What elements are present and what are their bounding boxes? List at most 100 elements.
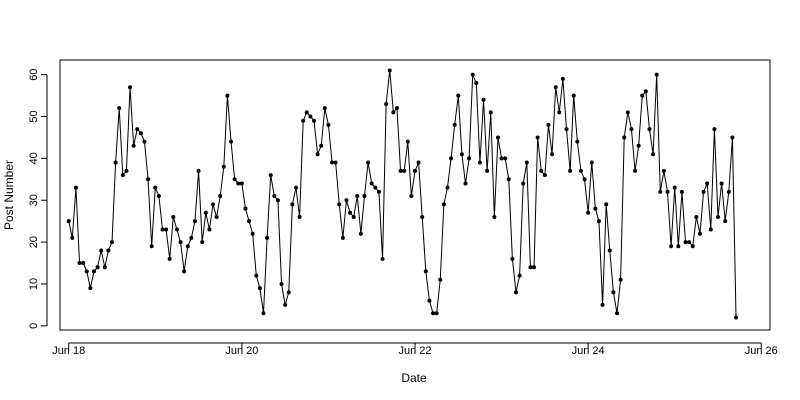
- data-point: [571, 93, 576, 98]
- data-point: [290, 202, 295, 207]
- data-point: [568, 168, 573, 173]
- data-point: [394, 106, 399, 111]
- data-point: [474, 81, 479, 86]
- data-point: [106, 248, 111, 253]
- x-tick-label: Jun 26: [745, 345, 778, 357]
- data-point: [730, 135, 735, 140]
- data-point: [113, 160, 118, 165]
- data-point: [362, 194, 367, 199]
- data-point: [441, 202, 446, 207]
- data-point: [164, 227, 169, 232]
- data-point: [438, 277, 443, 282]
- data-point: [110, 240, 114, 245]
- data-point: [286, 290, 291, 295]
- data-point: [293, 185, 298, 190]
- data-point: [95, 265, 100, 270]
- data-point: [308, 114, 313, 119]
- data-point: [553, 85, 558, 90]
- x-axis: Jun 18 Jun 20 Jun 22 Jun 24 Jun 26: [52, 342, 778, 357]
- data-point: [380, 256, 385, 261]
- data-point: [708, 227, 713, 232]
- data-point: [358, 231, 363, 236]
- data-point: [351, 214, 356, 219]
- data-point: [275, 198, 280, 203]
- data-point: [676, 244, 681, 249]
- data-point: [153, 185, 158, 190]
- data-point: [117, 106, 122, 111]
- data-point: [582, 177, 587, 182]
- data-point: [218, 194, 223, 199]
- data-point: [618, 277, 623, 282]
- data-point: [434, 311, 439, 316]
- data-point: [528, 265, 533, 270]
- data-point: [488, 110, 493, 115]
- data-point: [178, 240, 183, 245]
- data-point: [679, 189, 684, 194]
- x-tick-label: Jun 22: [398, 345, 431, 357]
- data-point: [593, 206, 598, 211]
- data-point: [517, 273, 522, 278]
- data-point: [221, 164, 226, 169]
- data-point: [542, 173, 547, 178]
- data-point: [723, 219, 728, 224]
- data-point: [503, 156, 508, 161]
- data-point: [355, 194, 360, 199]
- data-point: [247, 219, 252, 224]
- data-point: [391, 110, 396, 115]
- data-point: [326, 122, 331, 127]
- data-point: [344, 198, 349, 203]
- data-point: [607, 248, 612, 253]
- data-point: [510, 256, 515, 261]
- data-point: [135, 127, 140, 132]
- data-point: [232, 177, 237, 182]
- data-point: [66, 219, 71, 224]
- y-tick-label: 10: [28, 278, 40, 290]
- data-point: [521, 181, 526, 186]
- data-point: [643, 89, 648, 94]
- data-point: [535, 135, 540, 140]
- data-point: [301, 118, 306, 123]
- data-point: [589, 160, 594, 165]
- data-point: [333, 160, 338, 165]
- data-point: [514, 290, 518, 295]
- data-point: [99, 248, 104, 253]
- data-point: [73, 185, 78, 190]
- y-tick-label: 50: [28, 110, 40, 122]
- data-point: [467, 156, 472, 161]
- data-point: [651, 152, 656, 157]
- data-point: [182, 269, 187, 274]
- data-point: [600, 302, 605, 307]
- data-point: [413, 168, 417, 173]
- data-point: [586, 210, 591, 215]
- data-point: [196, 168, 201, 173]
- y-tick-label: 60: [28, 69, 40, 81]
- data-point: [405, 139, 410, 144]
- data-point: [369, 181, 374, 186]
- data-point: [254, 273, 259, 278]
- data-point: [716, 214, 720, 219]
- y-tick-label: 30: [28, 194, 40, 206]
- data-point: [423, 269, 428, 274]
- data-point: [268, 173, 273, 178]
- data-point: [189, 235, 194, 240]
- data-point: [495, 135, 500, 140]
- data-point: [337, 202, 342, 207]
- data-point: [481, 97, 486, 102]
- data-point: [102, 265, 107, 270]
- data-point: [340, 235, 345, 240]
- data-point: [564, 127, 569, 132]
- data-point: [658, 189, 663, 194]
- data-point: [272, 194, 277, 199]
- data-point: [88, 286, 93, 291]
- data-point: [160, 227, 165, 232]
- data-point: [625, 110, 630, 115]
- data-point: [402, 168, 407, 173]
- data-point: [348, 210, 353, 215]
- data-point: [156, 194, 161, 199]
- data-point: [459, 152, 464, 157]
- x-tick-label: Jun 18: [52, 345, 85, 357]
- data-point: [279, 281, 284, 286]
- data-point: [463, 181, 468, 186]
- data-point: [330, 160, 335, 165]
- data-point: [207, 227, 212, 232]
